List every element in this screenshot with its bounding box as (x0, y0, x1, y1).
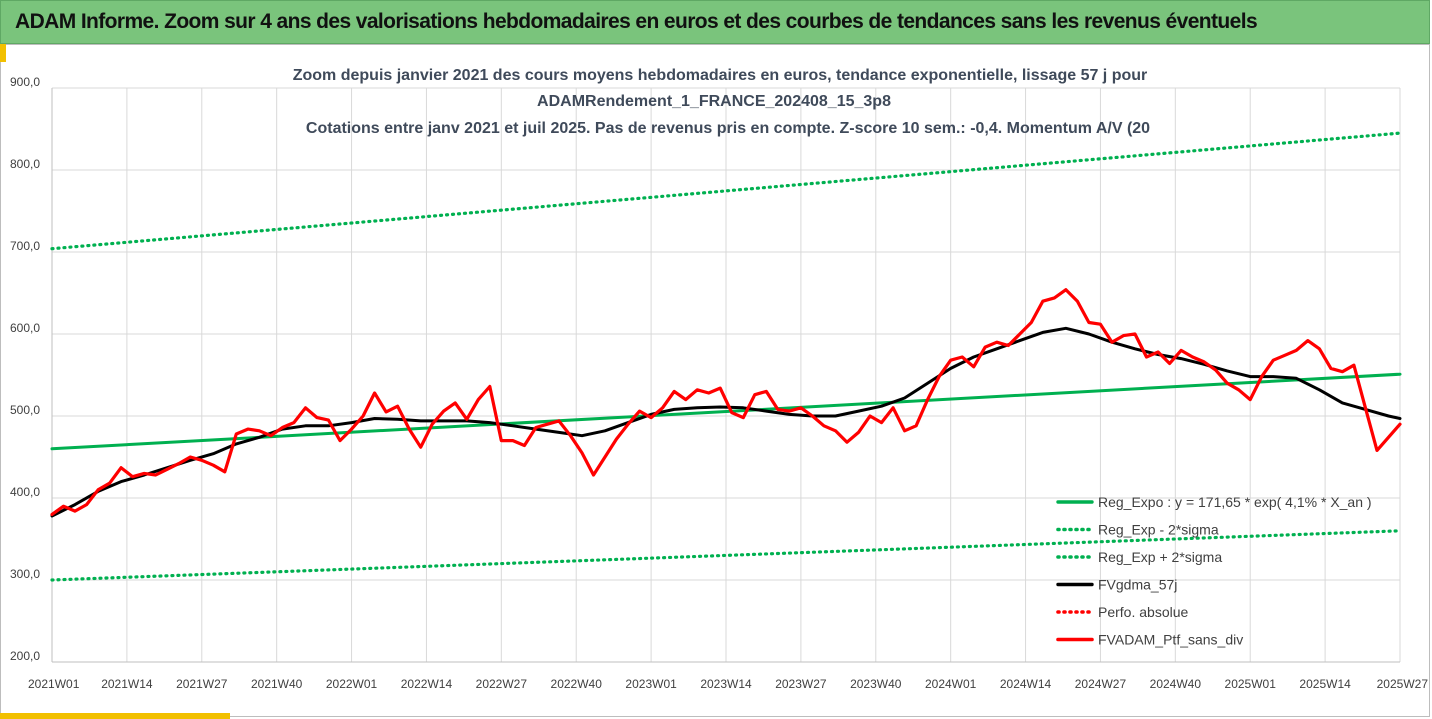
series-layer (50, 131, 1402, 582)
legend-label-6: FVADAM_Ptf_sans_div (1098, 632, 1243, 648)
legend-label-5: Perfo. absolue (1098, 604, 1188, 620)
title-bar: ADAM Informe. Zoom sur 4 ans des valoris… (0, 0, 1430, 44)
x-tick-label: 2021W40 (251, 677, 303, 691)
x-axis: 2021W01 2021W14 2021W27 2021W40 2022W01 2022W… (28, 677, 1428, 691)
legend-label-2: Reg_Exp - 2*sigma (1098, 522, 1219, 538)
y-tick-label: 600,0 (10, 321, 40, 335)
window-title: ADAM Informe. Zoom sur 4 ans des valoris… (15, 10, 1258, 33)
legend-label-1: Reg_Expo : y = 171,65 * exp( 4,1% * X_an… (1098, 494, 1372, 510)
x-tick-label: 2025W01 (1225, 677, 1277, 691)
chart-title-line-1: Zoom depuis janvier 2021 des cours moyen… (293, 67, 1148, 84)
x-tick-label: 2022W40 (551, 677, 603, 691)
x-tick-label: 2022W27 (476, 677, 528, 691)
accent-bar-left (0, 44, 6, 62)
x-tick-label: 2025W14 (1299, 677, 1351, 691)
chart-frame (0, 44, 1430, 717)
series-line-1 (50, 372, 1402, 451)
x-tick-label: 2021W01 (28, 677, 80, 691)
x-tick-label: 2023W01 (625, 677, 677, 691)
y-tick-label: 500,0 (10, 403, 40, 417)
legend: Reg_Expo : y = 171,65 * exp( 4,1% * X_an… (1056, 494, 1372, 648)
series-line-6 (50, 288, 1402, 516)
x-tick-label: 2021W14 (101, 677, 153, 691)
x-tick-label: 2024W01 (925, 677, 977, 691)
legend-label-4: FVgdma_57j (1098, 577, 1177, 593)
y-tick-label: 200,0 (10, 649, 40, 663)
y-tick-label: 800,0 (10, 157, 40, 171)
x-tick-label: 2022W14 (401, 677, 453, 691)
chart-title: Zoom depuis janvier 2021 des cours moyen… (293, 67, 1150, 137)
x-tick-label: 2024W27 (1075, 677, 1127, 691)
y-tick-label: 300,0 (10, 567, 40, 581)
y-tick-label: 400,0 (10, 485, 40, 499)
x-tick-label: 2023W14 (700, 677, 752, 691)
legend-label-3: Reg_Exp + 2*sigma (1098, 549, 1222, 565)
grid-layer (51, 87, 1401, 663)
y-tick-label: 900,0 (10, 75, 40, 89)
x-tick-label: 2023W40 (850, 677, 902, 691)
chart-title-line-2: ADAMRendement_1_FRANCE_202408_15_3p8 (537, 93, 891, 110)
x-tick-label: 2023W27 (775, 677, 827, 691)
x-tick-label: 2025W27 (1377, 677, 1429, 691)
x-tick-label: 2021W27 (176, 677, 228, 691)
series-line-2 (50, 529, 1402, 582)
x-tick-label: 2022W01 (326, 677, 378, 691)
x-tick-label: 2024W14 (1000, 677, 1052, 691)
accent-bar-bottom (0, 713, 230, 719)
y-tick-label: 700,0 (10, 239, 40, 253)
chart-title-line-3: Cotations entre janv 2021 et juil 2025. … (306, 120, 1150, 137)
y-axis: 200,0 300,0 400,0 500,0 600,0 700,0 800,0 900,0 (10, 75, 40, 663)
x-tick-label: 2024W40 (1150, 677, 1202, 691)
series-line-3 (50, 131, 1402, 251)
